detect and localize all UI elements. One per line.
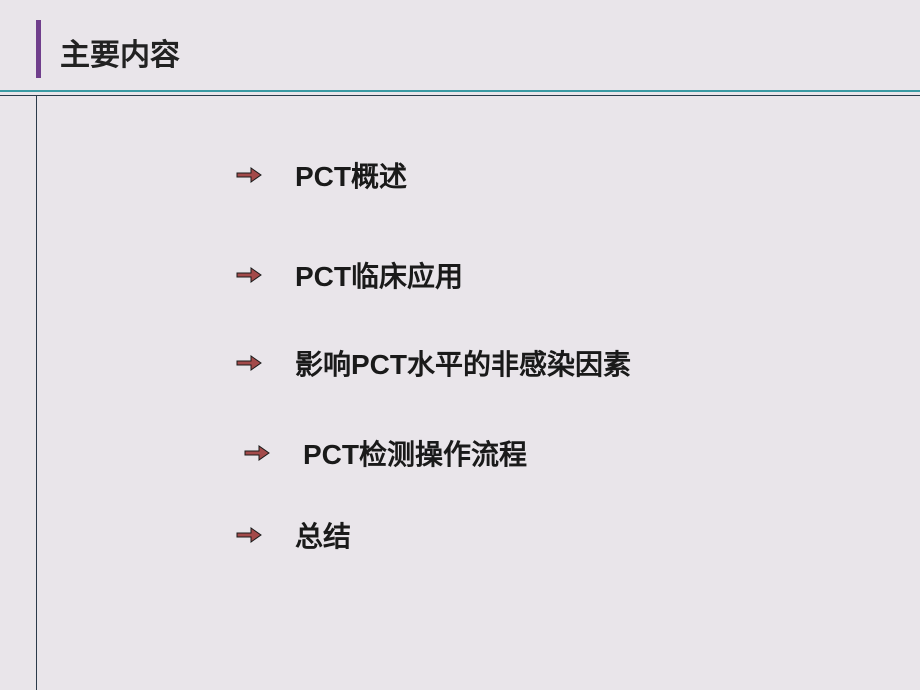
list-item-label: 总结	[295, 515, 351, 555]
list-item-label: 影响PCT水平的非感染因素	[295, 343, 631, 383]
list-item: PCT检测操作流程	[243, 433, 631, 473]
list-item-label: PCT检测操作流程	[303, 433, 527, 473]
arrow-right-icon	[235, 265, 263, 285]
arrow-right-icon	[243, 443, 271, 463]
horizontal-line-dark	[0, 95, 920, 96]
horizontal-line-teal	[0, 90, 920, 92]
arrow-right-icon	[235, 525, 263, 545]
content-list: PCT概述 PCT临床应用 影响PCT水平的非感染因素 PCT检测操作流程 总结	[235, 155, 631, 555]
vertical-line	[36, 95, 37, 690]
arrow-right-icon	[235, 353, 263, 373]
list-item: 影响PCT水平的非感染因素	[235, 343, 631, 383]
slide-container: 主要内容 PCT概述 PCT临床应用 影响PCT水平的非感染因素 PCT	[0, 0, 920, 690]
arrow-right-icon	[235, 165, 263, 185]
list-item-label: PCT临床应用	[295, 255, 463, 295]
list-item-label: PCT概述	[295, 155, 407, 195]
title-accent-bar	[36, 20, 41, 78]
slide-title: 主要内容	[60, 30, 180, 74]
list-item: PCT概述	[235, 155, 631, 195]
list-item: 总结	[235, 515, 631, 555]
list-item: PCT临床应用	[235, 255, 631, 295]
